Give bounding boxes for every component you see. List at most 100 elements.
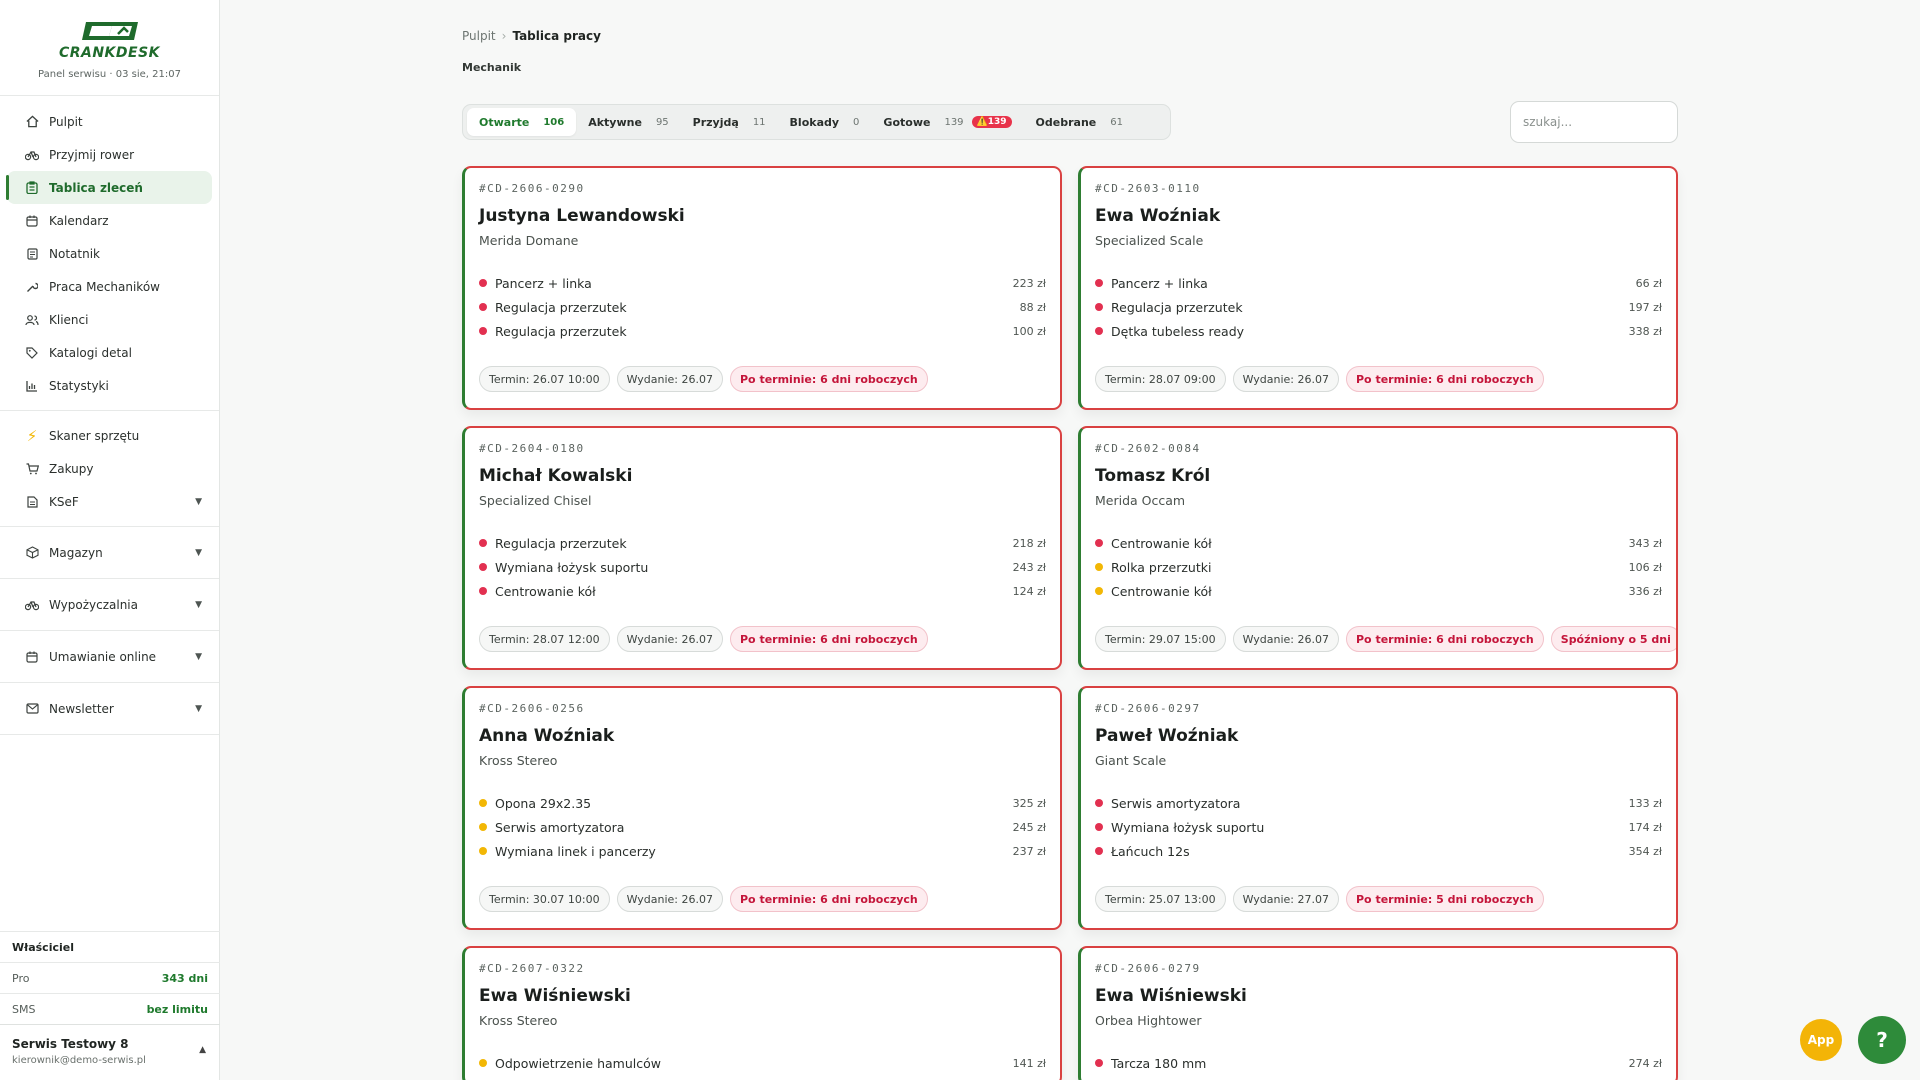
- sidebar-item-label: Umawianie online: [49, 649, 157, 664]
- service-item-price: 66 zł: [1635, 276, 1662, 290]
- customer-name: Paweł Woźniak: [1095, 726, 1239, 746]
- service-item-price: 243 zł: [1012, 560, 1046, 574]
- box-icon: [25, 546, 39, 560]
- sidebar-item-statystyki[interactable]: Statystyki: [7, 369, 212, 402]
- owner-title: Właściciel: [12, 940, 74, 954]
- tab-label: Otwarte: [479, 115, 530, 129]
- service-item-price: 325 zł: [1012, 796, 1046, 810]
- order-card[interactable]: #CD-2606-0290 Justyna Lewandowski Merida D…: [462, 166, 1062, 410]
- sidebar-item-label: KSeF: [49, 494, 79, 509]
- tab-aktywne[interactable]: Aktywne 95: [576, 108, 680, 136]
- status-dot-icon: [1095, 799, 1103, 807]
- sidebar-item-ksef[interactable]: KSeF ▼: [7, 485, 212, 518]
- sidebar-item-klienci[interactable]: Klienci: [7, 303, 212, 336]
- service-item: Regulacja przerzutek 218 zł: [479, 531, 1046, 555]
- status-dot-icon: [479, 539, 487, 547]
- sidebar-item-label: Wypożyczalnia: [49, 597, 138, 612]
- order-card[interactable]: #CD-2606-0256 Anna Woźniak Kross Stereo Opo…: [462, 686, 1062, 930]
- service-item-price: 354 zł: [1628, 844, 1662, 858]
- sidebar-item-newsletter[interactable]: Newsletter ▼: [7, 692, 212, 725]
- service-items: Odpowietrzenie hamulców 141 zł: [479, 1051, 1046, 1075]
- overdue-badge: Po terminie: 6 dni roboczych: [730, 886, 928, 912]
- service-item-price: 245 zł: [1012, 820, 1046, 834]
- service-item: Centrowanie kół 336 zł: [1095, 579, 1662, 603]
- order-id: #CD-2607-0322: [479, 962, 585, 975]
- service-items: Serwis amortyzatora 133 zł Wymiana łożysk …: [1095, 791, 1662, 863]
- overdue-badge: Spóźniony o 5 dni: [1550, 626, 1676, 652]
- sidebar-item-label: Zakupy: [49, 461, 94, 476]
- breadcrumb-parent[interactable]: Pulpit: [462, 29, 496, 43]
- service-item-price: 88 zł: [1019, 300, 1046, 314]
- user-menu[interactable]: Serwis Testowy 8 kierownik@demo-serwis.p…: [0, 1024, 220, 1080]
- sidebar-item-skaner-sprzetu[interactable]: ⚡ Skaner sprzętu: [7, 419, 212, 452]
- date-chip: Termin: 30.07 10:00: [479, 886, 610, 912]
- plan-label: Pro: [12, 971, 30, 985]
- date-chip: Wydanie: 27.07: [1232, 886, 1339, 912]
- chevron-down-icon: ▼: [195, 599, 202, 610]
- sidebar-item-tablica-zlecen[interactable]: Tablica zleceń: [6, 171, 212, 204]
- service-items: Pancerz + linka 66 zł Regulacja przerzutek…: [1095, 271, 1662, 343]
- sidebar-item-praca-mechanikow[interactable]: Praca Mechaników: [7, 270, 212, 303]
- tab-label: Aktywne: [588, 115, 642, 129]
- order-card[interactable]: #CD-2607-0322 Ewa Wiśniewski Kross Stereo O…: [462, 946, 1062, 1080]
- notebook-icon: [25, 247, 39, 261]
- service-item-label: Centrowanie kół: [1111, 583, 1212, 599]
- service-item-price: 106 zł: [1628, 560, 1662, 574]
- status-dot-icon: [1095, 847, 1103, 855]
- sidebar-item-wypozyczalnia[interactable]: Wypożyczalnia ▼: [7, 588, 212, 621]
- sidebar-item-umawianie-online[interactable]: Umawianie online ▼: [7, 640, 212, 673]
- service-item-label: Wymiana łożysk suportu: [1111, 819, 1265, 835]
- tab-przyjda[interactable]: Przyjdą 11: [681, 108, 778, 136]
- service-item-label: Regulacja przerzutek: [495, 323, 627, 339]
- tab-otwarte[interactable]: Otwarte 106: [467, 108, 577, 136]
- order-card[interactable]: #CD-2606-0297 Paweł Woźniak Giant Scale Ser…: [1078, 686, 1678, 930]
- sidebar-item-przyjmij-rower[interactable]: Przyjmij rower: [7, 138, 212, 171]
- sidebar-item-label: Notatnik: [49, 246, 100, 261]
- service-item: Wymiana linek i pancerzy 237 zł: [479, 839, 1046, 863]
- service-item: Regulacja przerzutek 100 zł: [479, 319, 1046, 343]
- bike-model: Orbea Hightower: [1095, 1013, 1202, 1028]
- status-dot-icon: [1095, 327, 1103, 335]
- search-input[interactable]: [1510, 101, 1678, 143]
- service-item-label: Regulacja przerzutek: [495, 299, 627, 315]
- main-nav: Pulpit Przyjmij rower Tablica zleceń Kal…: [0, 96, 219, 518]
- status-dot-icon: [479, 587, 487, 595]
- service-item-label: Łańcuch 12s: [1111, 843, 1190, 859]
- order-card[interactable]: #CD-2606-0279 Ewa Wiśniewski Orbea Hightow…: [1078, 946, 1678, 1080]
- overdue-badge: Po terminie: 6 dni roboczych: [730, 366, 928, 392]
- help-button[interactable]: ?: [1858, 1016, 1906, 1064]
- tab-odebrane[interactable]: Odebrane 61: [1024, 108, 1135, 136]
- sidebar-item-notatnik[interactable]: Notatnik: [7, 237, 212, 270]
- service-item-label: Pancerz + linka: [495, 275, 592, 291]
- sidebar-item-magazyn[interactable]: Magazyn ▼: [7, 536, 212, 569]
- nav-group-umawianie: Umawianie online ▼: [0, 631, 219, 683]
- service-item-price: 124 zł: [1012, 584, 1046, 598]
- service-item-price: 141 zł: [1012, 1056, 1046, 1070]
- sidebar-item-pulpit[interactable]: Pulpit: [7, 105, 212, 138]
- order-card[interactable]: #CD-2603-0110 Ewa Woźniak Specialized Scal…: [1078, 166, 1678, 410]
- order-chips: Termin: 26.07 10:00 Wydanie: 26.07 Po term…: [479, 366, 928, 392]
- tab-count: 11: [752, 116, 766, 128]
- date-chip: Wydanie: 26.07: [616, 886, 723, 912]
- sidebar-item-katalogi-detal[interactable]: Katalogi detal: [7, 336, 212, 369]
- nav-group-wypozyczalnia: Wypożyczalnia ▼: [0, 579, 219, 631]
- plan-value: 343 dni: [161, 971, 208, 985]
- app-button[interactable]: App: [1800, 1019, 1842, 1061]
- status-dot-icon: [479, 563, 487, 571]
- order-card[interactable]: #CD-2602-0084 Tomasz Król Merida Occam Cent…: [1078, 426, 1678, 670]
- sidebar-item-kalendarz[interactable]: Kalendarz: [7, 204, 212, 237]
- bike-model: Specialized Scale: [1095, 233, 1204, 248]
- service-items: Pancerz + linka 223 zł Regulacja przerzute…: [479, 271, 1046, 343]
- date-chip: Wydanie: 26.07: [1232, 626, 1339, 652]
- cart-icon: [25, 462, 39, 476]
- service-item-label: Rolka przerzutki: [1111, 559, 1212, 575]
- order-card[interactable]: #CD-2604-0180 Michał Kowalski Specialized …: [462, 426, 1062, 670]
- service-item-price: 174 zł: [1628, 820, 1662, 834]
- tab-count: 0: [853, 116, 860, 128]
- tab-blokady[interactable]: Blokady 0: [778, 108, 872, 136]
- date-chip: Termin: 29.07 15:00: [1095, 626, 1226, 652]
- sidebar-item-zakupy[interactable]: Zakupy: [7, 452, 212, 485]
- tab-gotowe[interactable]: Gotowe 139 ⚠️139: [871, 108, 1023, 136]
- status-dot-icon: [1095, 823, 1103, 831]
- service-item-price: 343 zł: [1628, 536, 1662, 550]
